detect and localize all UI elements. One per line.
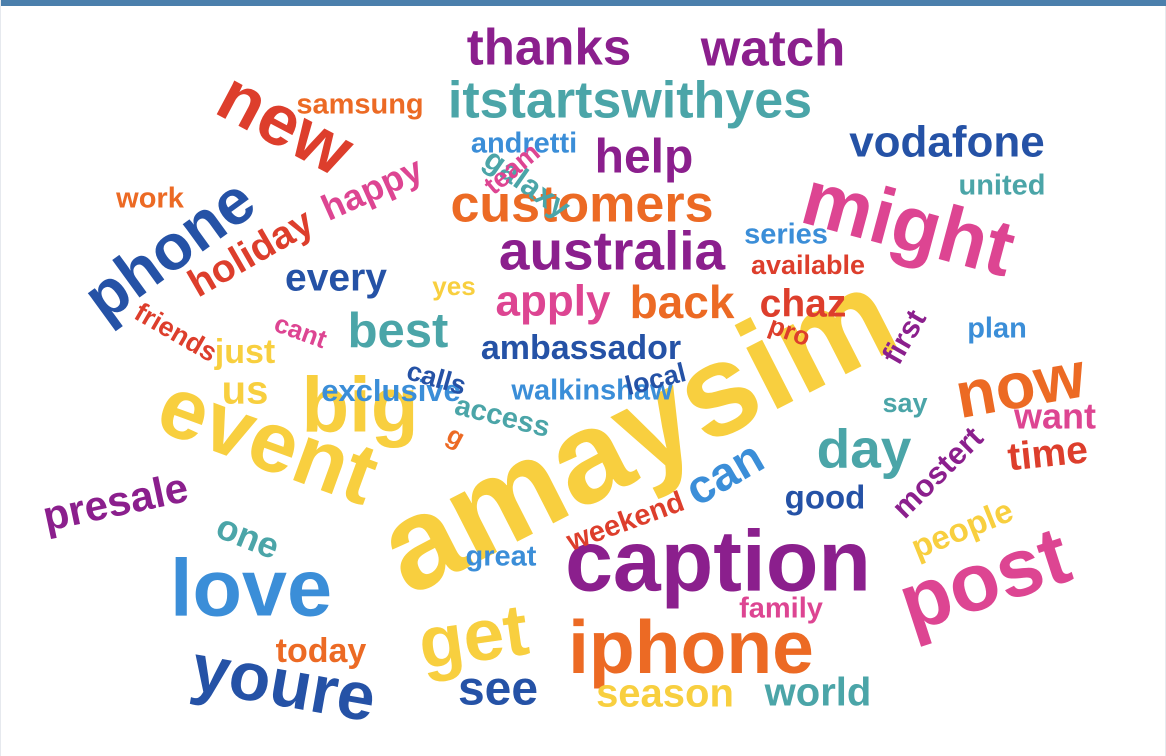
- word-get: get: [413, 589, 533, 684]
- word-back: back: [630, 276, 735, 328]
- word-time: time: [1006, 428, 1090, 479]
- word-iphone: iphone: [568, 605, 814, 689]
- word-want: want: [1013, 396, 1096, 437]
- word-chaz: chaz: [760, 282, 847, 325]
- word-best: best: [348, 304, 449, 358]
- word-presale: presale: [38, 463, 192, 540]
- word-andretti: andretti: [471, 128, 577, 160]
- word-see: see: [458, 663, 538, 716]
- word-friends: friends: [129, 297, 222, 368]
- word-love: love: [170, 543, 332, 633]
- word-work: work: [115, 183, 185, 215]
- word-series: series: [744, 219, 828, 251]
- word-caption: caption: [565, 514, 871, 610]
- word-thanks: thanks: [467, 18, 631, 75]
- word-good: good: [785, 479, 866, 516]
- word-united: united: [959, 170, 1046, 202]
- word-plan: plan: [967, 313, 1027, 345]
- word-watch: watch: [700, 19, 846, 76]
- word-yes: yes: [432, 271, 475, 301]
- word-samsung: samsung: [296, 89, 423, 121]
- word-help: help: [595, 131, 694, 184]
- word-family: family: [739, 593, 823, 625]
- word-season: season: [596, 672, 734, 716]
- word-big: big: [302, 361, 419, 449]
- word-world: world: [764, 671, 872, 715]
- word-great: great: [466, 541, 537, 573]
- word-itstartswithyes: itstartswithyes: [448, 72, 812, 130]
- word-every: every: [285, 256, 387, 299]
- word-walkinshaw: walkinshaw: [510, 375, 673, 407]
- word-apply: apply: [496, 277, 611, 326]
- word-today: today: [276, 632, 367, 670]
- word-us: us: [222, 369, 269, 413]
- word-customers: customers: [451, 176, 714, 234]
- word-vodafone: vodafone: [849, 118, 1045, 167]
- word-ambassador: ambassador: [481, 329, 681, 367]
- word-just: just: [214, 333, 275, 371]
- word-cant: cant: [270, 308, 331, 355]
- word-available: available: [751, 250, 865, 280]
- panel-top-border: [1, 0, 1166, 6]
- word-say: say: [882, 388, 927, 418]
- word-australia: australia: [499, 220, 726, 282]
- word-exclusive: exclusive: [321, 373, 461, 408]
- word-day: day: [817, 418, 912, 480]
